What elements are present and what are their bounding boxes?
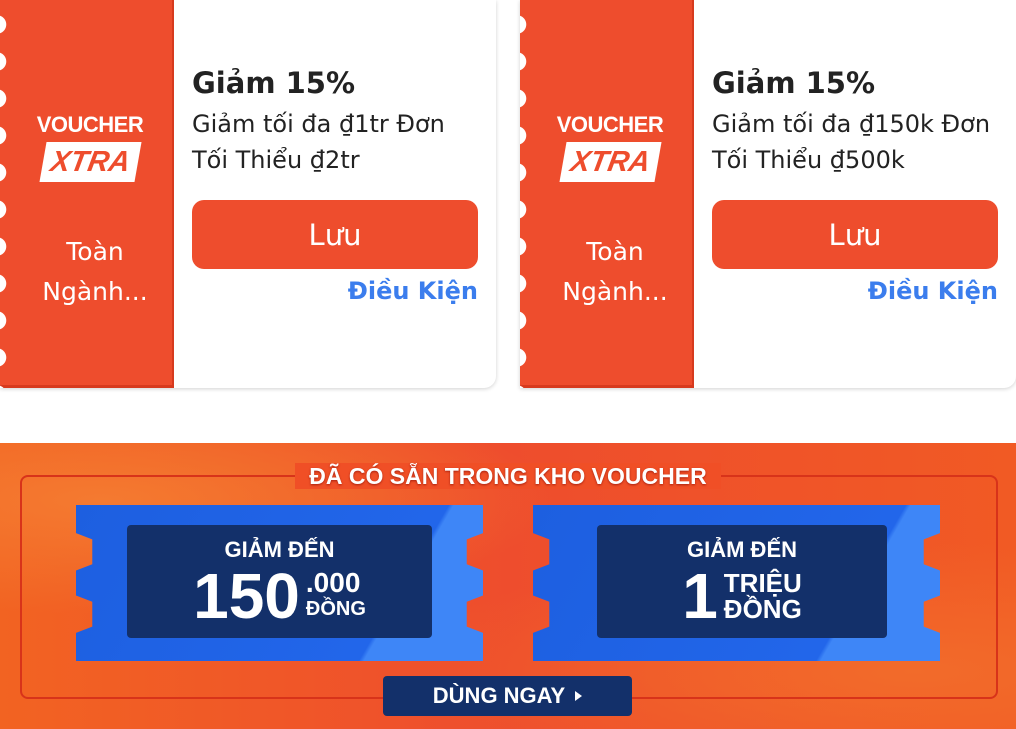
voucher-card: VOUCHER XTRA Toàn Ngành... Giảm 15% Giảm… [520,0,1016,388]
use-now-button[interactable]: DÙNG NGAY [383,676,632,716]
ticket-amount-suffix: TRIỆU [723,568,802,598]
voucher-title: Giảm 15% [712,66,876,100]
ticket-label: GIẢM ĐẾN [224,537,335,562]
ticket-amount-suffix: .000 [305,567,361,598]
conditions-link[interactable]: Điều Kiện [867,277,998,305]
save-voucher-button[interactable]: Lưu [192,200,478,269]
ticket-amount: 1 [682,560,718,632]
voucher-scope: Toàn Ngành... [42,237,148,306]
logo-text-bottom: XTRA [38,142,141,182]
play-arrow-icon [575,691,583,701]
discount-ticket: GIẢM ĐẾN 1 TRIỆU ĐỒNG [533,505,940,661]
voucher-brand-strip: VOUCHER XTRA Toàn Ngành... [0,0,174,388]
logo-text-top: VOUCHER [36,112,144,137]
voucher-card: VOUCHER XTRA Toàn Ngành... Giảm 15% Giảm… [0,0,496,388]
ticket-edge-decoration [520,0,530,388]
ticket-amount: 150 [193,560,300,632]
voucher-description: Giảm tối đa ₫1tr Đơn Tối Thiểu ₫2tr [192,110,445,174]
ticket-currency: ĐỒNG [723,594,802,624]
voucher-wallet-banner[interactable]: ĐÃ CÓ SẴN TRONG KHO VOUCHER GIẢM ĐẾN 150… [0,443,1016,729]
ticket-currency: ĐỒNG [305,598,366,620]
ticket-label: GIẢM ĐẾN [687,537,797,562]
voucher-xtra-logo: VOUCHER XTRA [28,112,152,182]
voucher-description: Giảm tối đa ₫150k Đơn Tối Thiểu ₫500k [712,110,991,174]
banner-title: ĐÃ CÓ SẴN TRONG KHO VOUCHER [295,463,721,489]
discount-ticket: GIẢM ĐẾN 150 .000 ĐỒNG [76,505,483,661]
save-voucher-button[interactable]: Lưu [712,200,998,269]
logo-text-top: VOUCHER [556,112,664,137]
voucher-title: Giảm 15% [192,66,356,100]
voucher-scope: Toàn Ngành... [562,237,668,306]
logo-text-bottom: XTRA [558,142,661,182]
voucher-brand-strip: VOUCHER XTRA Toàn Ngành... [520,0,694,388]
ticket-edge-decoration [0,0,10,388]
voucher-xtra-logo: VOUCHER XTRA [548,112,672,182]
use-now-label: DÙNG NGAY [432,683,566,708]
conditions-link[interactable]: Điều Kiện [347,277,478,305]
